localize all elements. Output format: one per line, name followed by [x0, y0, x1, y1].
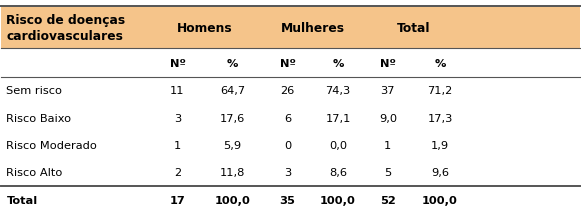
Text: 26: 26	[281, 86, 295, 96]
Text: 5: 5	[384, 168, 392, 178]
Text: %: %	[227, 58, 238, 68]
Text: 1: 1	[174, 140, 181, 150]
Text: 1,9: 1,9	[431, 140, 449, 150]
Text: Risco Moderado: Risco Moderado	[6, 140, 98, 150]
Text: 3: 3	[284, 168, 291, 178]
Text: 74,3: 74,3	[325, 86, 351, 96]
Text: Nº: Nº	[279, 58, 296, 68]
Text: Total: Total	[6, 195, 38, 205]
Text: 2: 2	[174, 168, 181, 178]
Text: 9,6: 9,6	[431, 168, 449, 178]
Text: Homens: Homens	[177, 21, 232, 34]
Text: 35: 35	[279, 195, 296, 205]
Text: 100,0: 100,0	[320, 195, 356, 205]
Text: 17,6: 17,6	[220, 113, 245, 123]
Text: Risco Baixo: Risco Baixo	[6, 113, 71, 123]
Text: 11: 11	[170, 86, 185, 96]
Text: 17: 17	[170, 195, 185, 205]
Text: 6: 6	[284, 113, 291, 123]
Text: 8,6: 8,6	[329, 168, 347, 178]
Text: Total: Total	[397, 21, 431, 34]
Text: 0: 0	[284, 140, 291, 150]
Bar	[1, 7, 580, 49]
Text: 71,2: 71,2	[428, 86, 453, 96]
Text: 1: 1	[384, 140, 392, 150]
Text: 3: 3	[174, 113, 181, 123]
Text: Sem risco: Sem risco	[6, 86, 63, 96]
Text: 52: 52	[380, 195, 396, 205]
Text: 17,1: 17,1	[325, 113, 351, 123]
Text: Nº: Nº	[380, 58, 396, 68]
Text: 11,8: 11,8	[220, 168, 245, 178]
Text: Mulheres: Mulheres	[281, 21, 345, 34]
Text: 17,3: 17,3	[428, 113, 453, 123]
Text: Risco Alto: Risco Alto	[6, 168, 63, 178]
Text: 100,0: 100,0	[214, 195, 250, 205]
Text: 64,7: 64,7	[220, 86, 245, 96]
Text: Risco de doenças
cardiovasculares: Risco de doenças cardiovasculares	[6, 13, 125, 42]
Text: %: %	[435, 58, 446, 68]
Text: 9,0: 9,0	[379, 113, 397, 123]
Text: 100,0: 100,0	[422, 195, 458, 205]
Text: 5,9: 5,9	[224, 140, 242, 150]
Text: 0,0: 0,0	[329, 140, 347, 150]
Text: 37: 37	[381, 86, 395, 96]
Text: %: %	[332, 58, 344, 68]
Text: Nº: Nº	[170, 58, 185, 68]
